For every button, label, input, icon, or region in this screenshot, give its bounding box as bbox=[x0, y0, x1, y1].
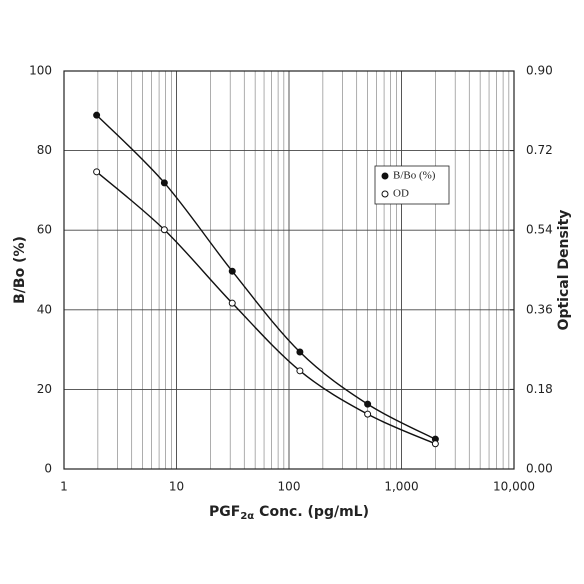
data-point bbox=[160, 226, 168, 234]
y-tick-label: 100 bbox=[29, 64, 52, 78]
x-tick-label: 10,000 bbox=[493, 480, 535, 494]
y2-tick-label: 0.72 bbox=[526, 143, 553, 157]
series-line bbox=[96, 171, 436, 445]
y-tick-label: 0 bbox=[44, 462, 52, 476]
data-point bbox=[228, 299, 236, 307]
x-title-main: PGF bbox=[209, 504, 240, 520]
y2-tick-label: 0.36 bbox=[526, 302, 553, 316]
plot-frame bbox=[63, 70, 515, 470]
data-point bbox=[431, 440, 439, 448]
x-title-sub: 2α bbox=[240, 511, 254, 522]
series-line bbox=[96, 114, 436, 440]
y-tick-label: 40 bbox=[37, 302, 52, 316]
y2-axis-title: Optical Density bbox=[556, 210, 572, 331]
data-point bbox=[296, 367, 304, 375]
legend-label: OD bbox=[393, 188, 409, 200]
y-tick-label: 60 bbox=[37, 223, 52, 237]
legend-box bbox=[374, 165, 450, 205]
y2-tick-label: 0.54 bbox=[526, 223, 553, 237]
data-point bbox=[93, 111, 101, 119]
x-axis-title: PGF2α Conc. (pg/mL) bbox=[209, 504, 369, 522]
legend-marker bbox=[381, 190, 389, 198]
data-point bbox=[296, 348, 304, 356]
y2-tick-label: 0.00 bbox=[526, 462, 553, 476]
y2-tick-label: 0.18 bbox=[526, 382, 553, 396]
data-point bbox=[93, 168, 101, 176]
x-tick-label: 1 bbox=[60, 480, 68, 494]
data-point bbox=[364, 400, 372, 408]
x-tick-label: 10 bbox=[169, 480, 184, 494]
x-title-rest: Conc. (pg/mL) bbox=[259, 504, 369, 520]
legend-label: B/Bo (%) bbox=[393, 170, 436, 182]
x-tick-label: 1,000 bbox=[384, 480, 418, 494]
legend-marker bbox=[381, 172, 389, 180]
data-point bbox=[160, 179, 168, 187]
x-tick-label: 100 bbox=[278, 480, 301, 494]
grid bbox=[63, 70, 515, 470]
y-tick-label: 80 bbox=[37, 143, 52, 157]
data-point bbox=[228, 267, 236, 275]
y-axis-title: B/Bo (%) bbox=[12, 236, 28, 304]
y-tick-label: 20 bbox=[37, 382, 52, 396]
data-point bbox=[364, 410, 372, 418]
y2-tick-label: 0.90 bbox=[526, 64, 553, 78]
